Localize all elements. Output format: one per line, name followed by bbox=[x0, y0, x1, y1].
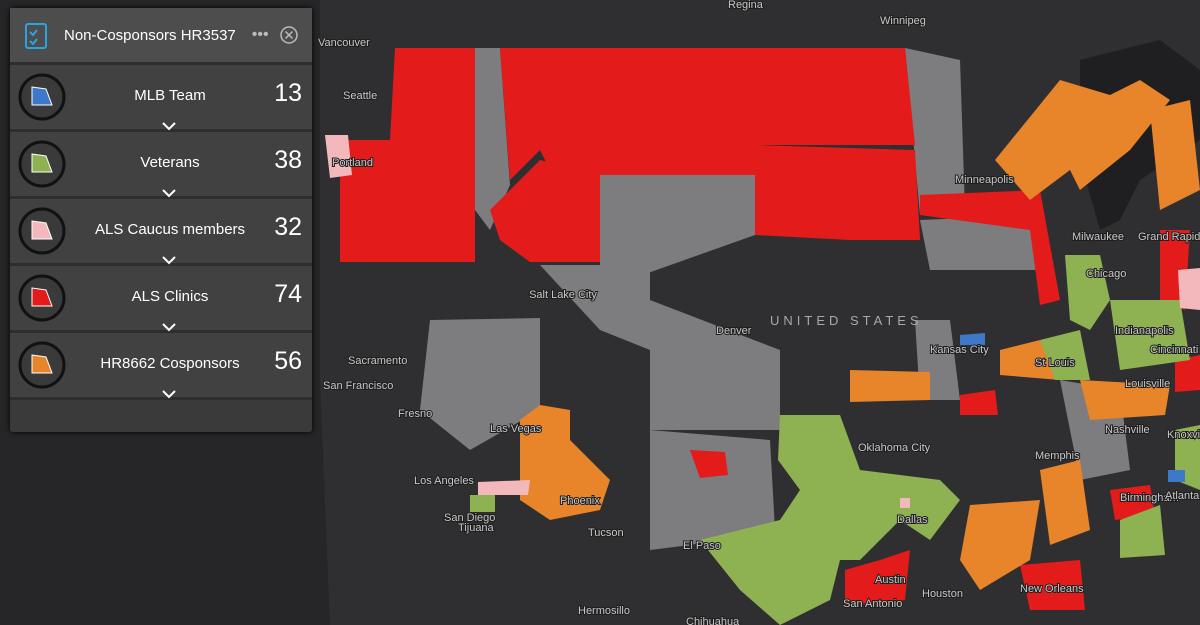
place-label: Atlanta bbox=[1165, 490, 1200, 502]
place-label: Tucson bbox=[588, 527, 624, 539]
place-label: Winnipeg bbox=[880, 15, 926, 27]
place-label: Austin bbox=[875, 574, 906, 586]
country-label: UNITED STATES bbox=[770, 313, 923, 328]
place-label: Indianapolis bbox=[1115, 325, 1174, 337]
expand-chevron[interactable] bbox=[161, 121, 177, 131]
place-label: Hermosillo bbox=[578, 605, 630, 617]
place-label: Regina bbox=[728, 0, 764, 11]
layer-icon bbox=[18, 207, 66, 255]
place-label: Vancouver bbox=[318, 37, 370, 49]
place-label: Tijuana bbox=[458, 522, 495, 534]
place-label: Sacramento bbox=[348, 355, 407, 367]
place-label: Seattle bbox=[343, 90, 377, 102]
expand-chevron[interactable] bbox=[161, 322, 177, 332]
place-label: San Francisco bbox=[323, 380, 393, 392]
place-label: Kansas City bbox=[930, 344, 989, 356]
place-label: Birmingham bbox=[1120, 492, 1179, 504]
layer-label: HR8662 Cosponsors bbox=[100, 355, 240, 372]
layer-icon bbox=[18, 274, 66, 322]
place-label: San Antonio bbox=[843, 598, 902, 610]
layer-item[interactable]: HR8662 Cosponsors 56 bbox=[10, 333, 312, 400]
place-label: Oklahoma City bbox=[858, 442, 931, 454]
green-districts bbox=[470, 255, 1200, 625]
place-label: Grand Rapids bbox=[1138, 231, 1200, 243]
layer-count: 56 bbox=[274, 347, 302, 375]
place-label: Cincinnati bbox=[1150, 344, 1198, 356]
place-labels: Regina Winnipeg Vancouver Seattle Portland Mi… bbox=[317, 0, 1200, 625]
gray-districts bbox=[420, 48, 1130, 550]
layer-list: MLB Team 13 Veterans 38 ALS Caucus membe… bbox=[10, 65, 312, 400]
place-label: Denver bbox=[716, 325, 752, 337]
layer-item[interactable]: ALS Caucus members 32 bbox=[10, 199, 312, 266]
place-label: Las Vegas bbox=[490, 423, 542, 435]
place-label: San Diego bbox=[444, 512, 495, 524]
place-label: New Orleans bbox=[1020, 583, 1084, 595]
expand-chevron[interactable] bbox=[161, 188, 177, 198]
layer-item[interactable]: ALS Clinics 74 bbox=[10, 266, 312, 333]
layer-label: Veterans bbox=[140, 154, 200, 171]
place-label: Portland bbox=[332, 157, 373, 169]
layer-label: ALS Caucus members bbox=[94, 221, 246, 238]
place-label: Dallas bbox=[897, 514, 928, 526]
layer-item[interactable]: Veterans 38 bbox=[10, 132, 312, 199]
panel-title: Non-Cosponsors HR3537 bbox=[64, 26, 236, 44]
place-label: Los Angeles bbox=[414, 475, 474, 487]
close-button[interactable] bbox=[279, 25, 299, 45]
panel-header: Non-Cosponsors HR3537 ••• bbox=[10, 8, 312, 65]
layer-icon bbox=[18, 140, 66, 188]
place-label: Nashville bbox=[1105, 424, 1150, 436]
place-label: Louisville bbox=[1125, 378, 1170, 390]
expand-chevron[interactable] bbox=[161, 255, 177, 265]
expand-chevron[interactable] bbox=[161, 389, 177, 399]
place-label: Houston bbox=[922, 588, 963, 600]
pink-districts bbox=[325, 135, 1200, 508]
menu-button[interactable]: ••• bbox=[251, 26, 269, 43]
place-label: Fresno bbox=[398, 408, 432, 420]
place-label: Salt Lake City bbox=[529, 289, 597, 301]
red-districts bbox=[340, 48, 1200, 610]
layer-label: MLB Team bbox=[134, 87, 206, 104]
place-label: Memphis bbox=[1035, 450, 1080, 462]
layer-label: ALS Clinics bbox=[131, 288, 209, 305]
place-label: El Paso bbox=[683, 540, 721, 552]
layer-count: 38 bbox=[274, 146, 302, 174]
layer-icon bbox=[18, 73, 66, 121]
place-label: Phoenix bbox=[560, 495, 600, 507]
blue-districts bbox=[960, 333, 1185, 482]
layer-icon bbox=[18, 341, 66, 389]
layer-count: 13 bbox=[274, 79, 302, 107]
layer-panel: Non-Cosponsors HR3537 ••• MLB Team 13 Ve… bbox=[10, 8, 312, 432]
place-label: Knoxville bbox=[1167, 429, 1200, 441]
place-label: Chihuahua bbox=[686, 616, 740, 625]
place-label: St Louis bbox=[1035, 357, 1075, 369]
layer-item[interactable]: MLB Team 13 bbox=[10, 65, 312, 132]
panel-icon bbox=[25, 23, 47, 49]
place-label: Chicago bbox=[1086, 268, 1126, 280]
layer-count: 32 bbox=[274, 213, 302, 241]
place-label: Milwaukee bbox=[1072, 231, 1124, 243]
layer-count: 74 bbox=[274, 280, 302, 308]
place-label: Minneapolis bbox=[955, 174, 1014, 186]
